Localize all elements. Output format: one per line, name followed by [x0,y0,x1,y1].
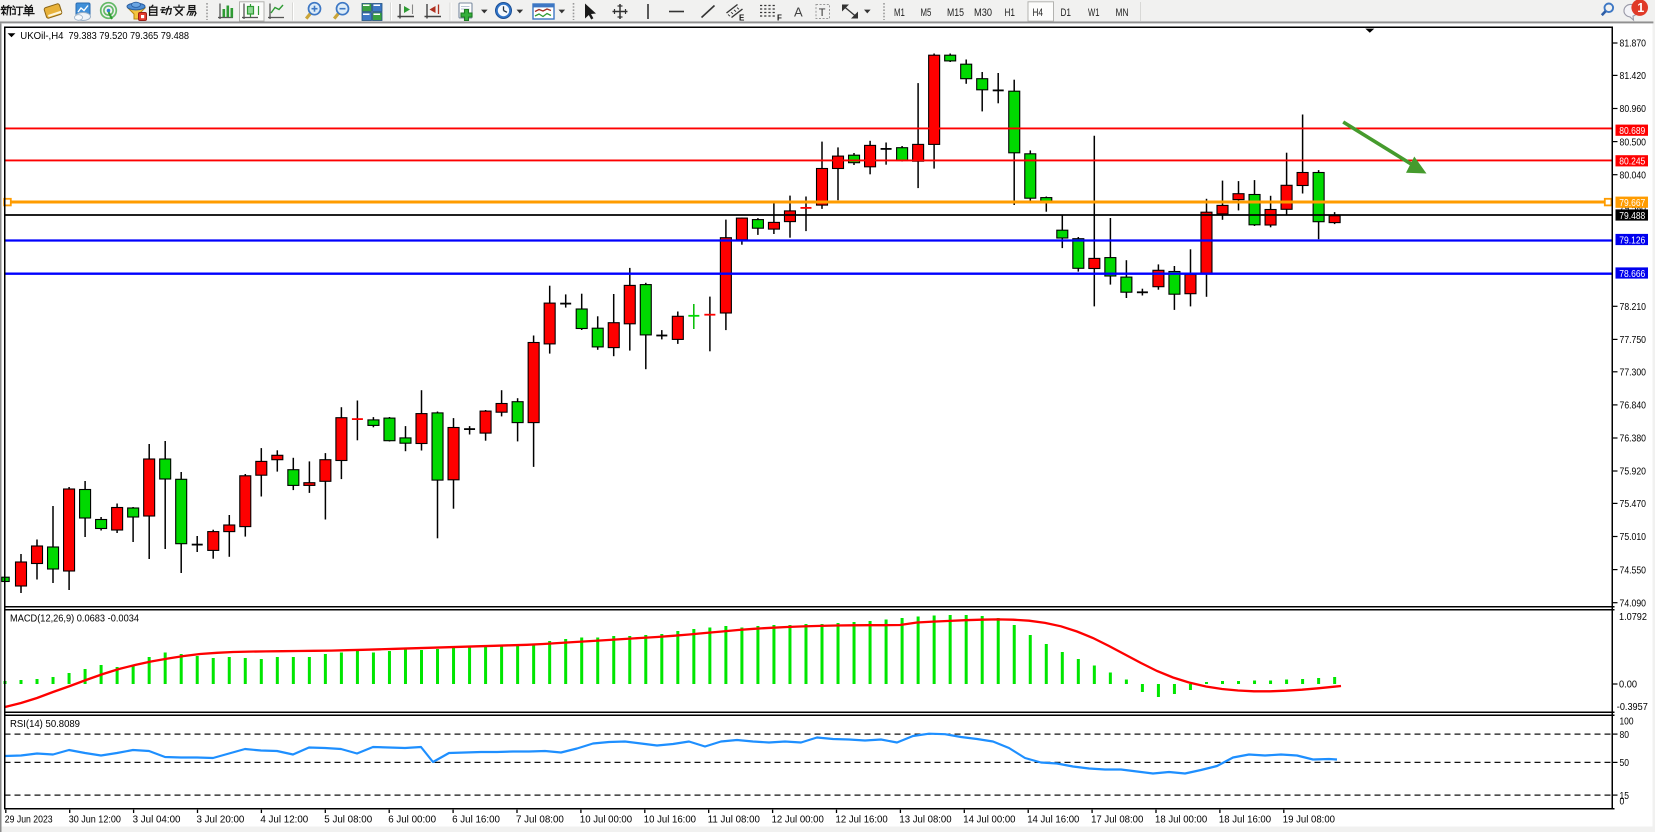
svg-text:18 Jul 16:00: 18 Jul 16:00 [1219,814,1272,825]
svg-text:12 Jul 16:00: 12 Jul 16:00 [836,814,889,825]
svg-text:H1: H1 [1005,7,1016,19]
svg-text:M30: M30 [974,7,992,19]
svg-text:76.840: 76.840 [1620,401,1647,412]
svg-text:17 Jul 08:00: 17 Jul 08:00 [1091,814,1144,825]
svg-text:T: T [819,7,826,19]
svg-text:5 Jul 08:00: 5 Jul 08:00 [324,814,372,825]
svg-text:UKOil-,H4: UKOil-,H4 [20,31,64,42]
svg-text:76.380: 76.380 [1620,434,1647,445]
svg-text:6 Jul 00:00: 6 Jul 00:00 [388,814,436,825]
svg-text:79.126: 79.126 [1619,235,1645,246]
svg-text:79.580: 79.580 [1620,204,1647,215]
svg-text:7 Jul 08:00: 7 Jul 08:00 [516,814,564,825]
svg-text:10 Jul 00:00: 10 Jul 00:00 [580,814,633,825]
svg-text:80.245: 80.245 [1619,157,1645,168]
svg-text:75.010: 75.010 [1620,532,1647,543]
svg-text:29 Jun 2023: 29 Jun 2023 [5,814,53,825]
svg-text:E: E [739,14,745,23]
svg-text:74.550: 74.550 [1620,565,1647,576]
svg-text:79.383 79.520 79.365 79.488: 79.383 79.520 79.365 79.488 [69,31,190,42]
svg-text:3 Jul 20:00: 3 Jul 20:00 [197,814,245,825]
svg-text:11 Jul 08:00: 11 Jul 08:00 [708,814,761,825]
svg-text:M15: M15 [947,7,964,19]
svg-text:-0.3957: -0.3957 [1617,702,1648,713]
svg-text:74.090: 74.090 [1620,598,1647,609]
svg-text:MN: MN [1116,7,1129,19]
svg-text:18 Jul 00:00: 18 Jul 00:00 [1155,814,1208,825]
svg-text:14 Jul 16:00: 14 Jul 16:00 [1027,814,1080,825]
svg-text:M1: M1 [894,7,905,19]
svg-text:H4: H4 [1033,7,1044,19]
svg-text:30 Jun 12:00: 30 Jun 12:00 [69,814,121,825]
svg-text:M5: M5 [921,7,932,19]
svg-text:MACD(12,26,9) 0.0683 -0.0034: MACD(12,26,9) 0.0683 -0.0034 [10,614,139,625]
svg-text:79.667: 79.667 [1619,198,1645,209]
svg-text:0: 0 [1620,797,1625,808]
svg-text:4 Jul 12:00: 4 Jul 12:00 [260,814,308,825]
svg-text:80: 80 [1620,730,1630,741]
svg-text:0.00: 0.00 [1619,680,1637,691]
svg-text:RSI(14) 50.8089: RSI(14) 50.8089 [10,719,80,730]
svg-text:80.040: 80.040 [1620,170,1647,181]
svg-text:15: 15 [1620,791,1630,802]
svg-text:F: F [777,14,782,23]
svg-text:10 Jul 16:00: 10 Jul 16:00 [644,814,697,825]
svg-text:77.750: 77.750 [1620,335,1647,346]
svg-text:77.300: 77.300 [1620,368,1647,379]
svg-text:1: 1 [1637,1,1644,15]
svg-text:75.920: 75.920 [1620,467,1647,478]
svg-text:14 Jul 00:00: 14 Jul 00:00 [963,814,1016,825]
svg-text:13 Jul 08:00: 13 Jul 08:00 [899,814,952,825]
svg-text:6 Jul 16:00: 6 Jul 16:00 [452,814,500,825]
svg-text:19 Jul 08:00: 19 Jul 08:00 [1283,814,1336,825]
svg-text:80.500: 80.500 [1620,137,1647,148]
svg-text:50: 50 [1620,758,1630,769]
svg-text:80.960: 80.960 [1620,104,1647,115]
svg-text:75.470: 75.470 [1620,499,1647,510]
svg-text:81.870: 81.870 [1620,39,1647,50]
svg-text:80.689: 80.689 [1619,126,1645,137]
svg-text:79.488: 79.488 [1619,211,1645,222]
svg-text:1.0792: 1.0792 [1619,612,1647,623]
svg-text:78.210: 78.210 [1620,302,1647,313]
svg-text:12 Jul 00:00: 12 Jul 00:00 [772,814,825,825]
svg-text:3 Jul 04:00: 3 Jul 04:00 [133,814,181,825]
svg-text:100: 100 [1620,717,1634,728]
svg-text:D1: D1 [1061,7,1072,19]
svg-text:78.666: 78.666 [1619,269,1645,280]
svg-text:W1: W1 [1088,7,1100,19]
svg-text:A: A [794,5,803,20]
svg-text:81.420: 81.420 [1620,71,1647,82]
